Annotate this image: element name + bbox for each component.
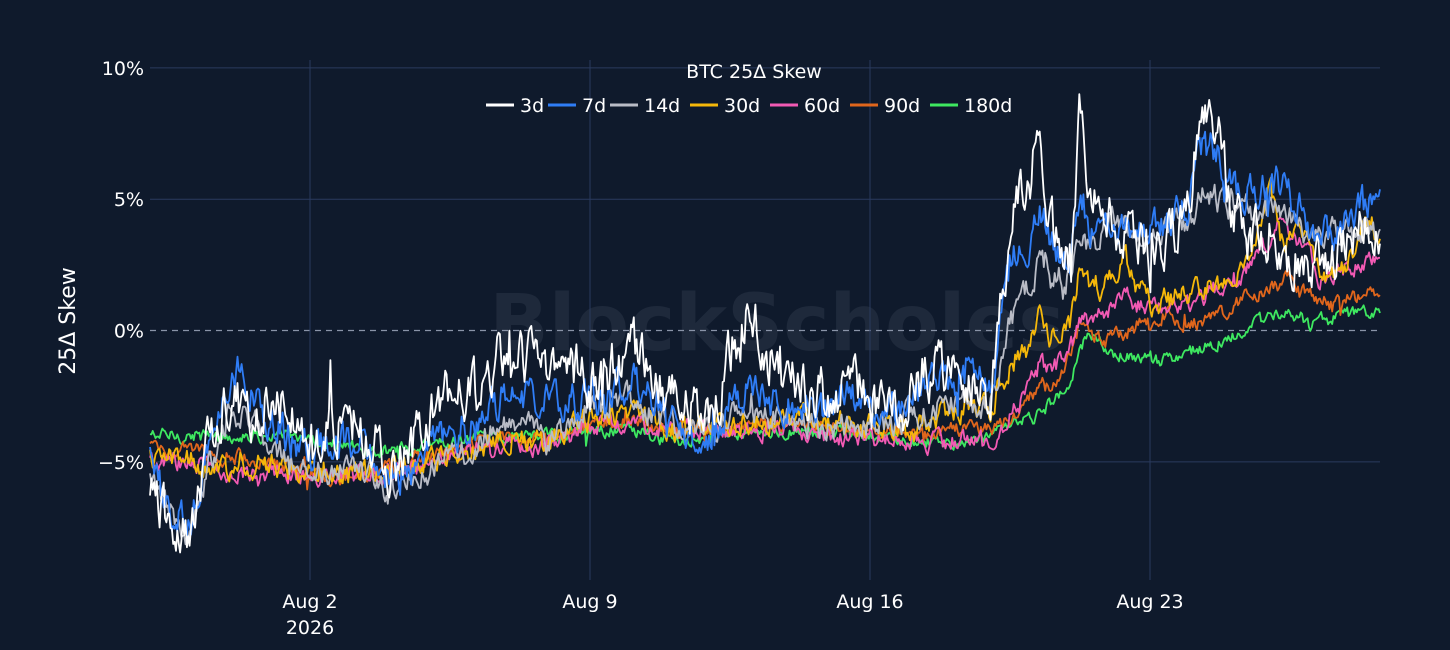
series-group: [149, 93, 1381, 554]
series-line-30d: [149, 177, 1381, 485]
legend-label: 3d: [520, 95, 544, 117]
x-tick-label: Aug 23: [1116, 591, 1183, 613]
legend-label: 90d: [884, 95, 920, 117]
y-tick-label: 5%: [114, 189, 144, 211]
legend-item-14d[interactable]: 14d: [610, 95, 680, 117]
legend-label: 30d: [724, 95, 760, 117]
y-tick-label: 10%: [102, 58, 144, 80]
legend[interactable]: BTC 25Δ Skew 3d 7d 14d 30d 60d 90d 180d: [486, 61, 1012, 117]
legend-label: 60d: [804, 95, 840, 117]
x-tick-label: Aug 16: [836, 591, 903, 613]
y-tick-label: −5%: [98, 452, 144, 474]
legend-label: 14d: [644, 95, 680, 117]
legend-item-90d[interactable]: 90d: [850, 95, 920, 117]
x-tick-year: 2026: [286, 617, 334, 639]
series-line-7d: [149, 130, 1381, 537]
y-axis-title: 25Δ Skew: [56, 267, 81, 375]
axes: 10% 5% 0% −5% Aug 2 2026 Aug 9 Aug 16 Aug 23: [98, 58, 1184, 639]
legend-item-30d[interactable]: 30d: [690, 95, 760, 117]
legend-item-60d[interactable]: 60d: [770, 95, 840, 117]
y-tick-label: 0%: [114, 321, 144, 343]
x-tick-label: Aug 9: [562, 591, 617, 613]
legend-item-7d[interactable]: 7d: [548, 95, 606, 117]
legend-item-180d[interactable]: 180d: [930, 95, 1012, 117]
series-line-3d: [149, 93, 1381, 554]
legend-label: 180d: [964, 95, 1012, 117]
x-tick-label: Aug 2: [282, 591, 337, 613]
legend-label: 7d: [582, 95, 606, 117]
series-line-180d: [149, 304, 1381, 460]
legend-title: BTC 25Δ Skew: [686, 61, 822, 83]
legend-item-3d[interactable]: 3d: [486, 95, 544, 117]
